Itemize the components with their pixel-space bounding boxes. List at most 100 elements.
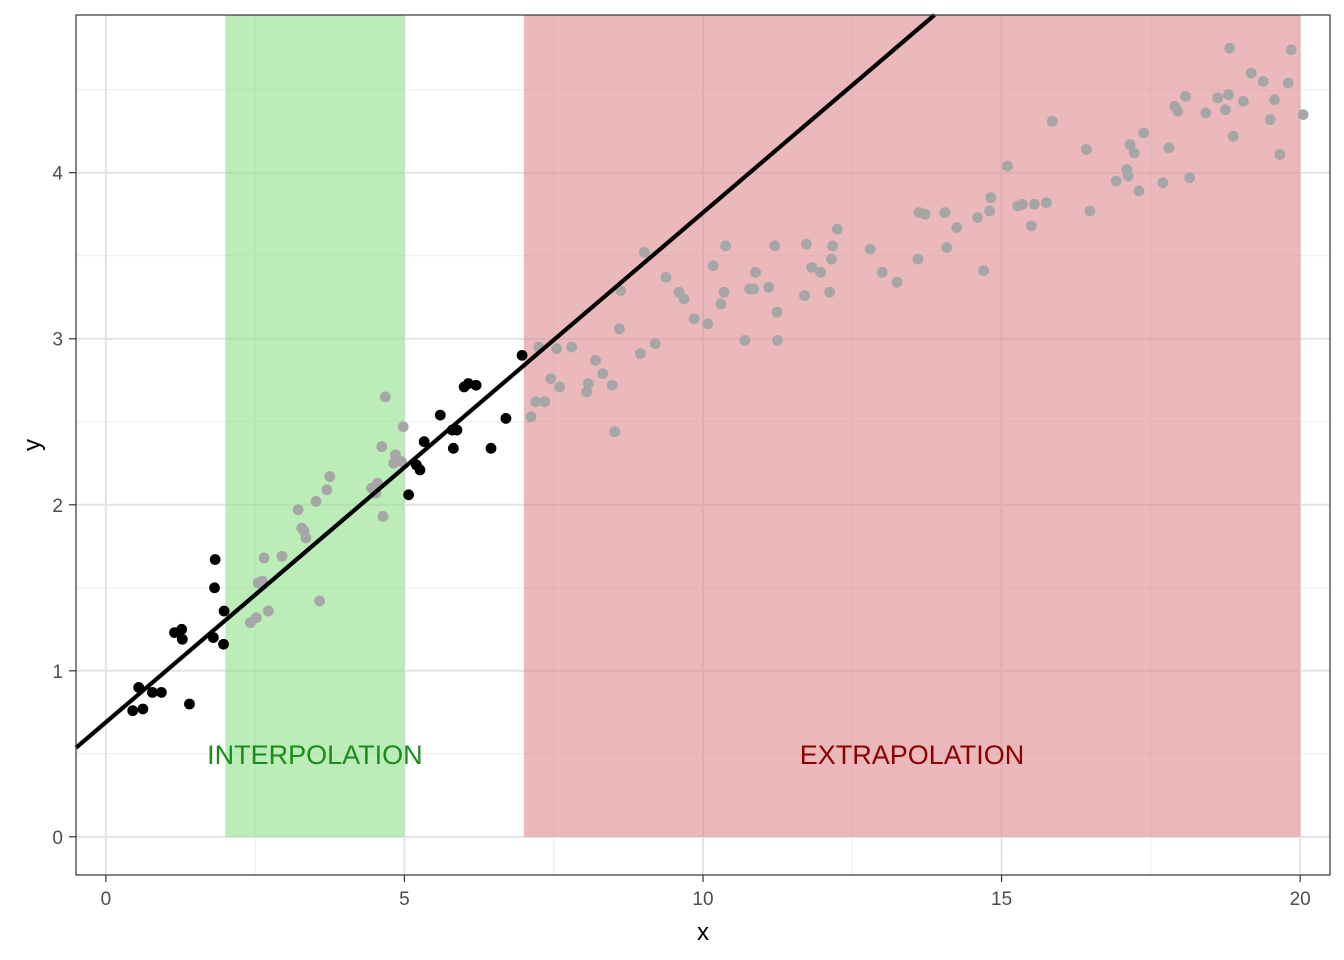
x-tick-label: 5 [399,889,410,910]
held-out-point [707,260,719,272]
training-point [176,623,188,635]
held-out-point [1040,197,1052,209]
y-tick-label: 1 [52,662,63,683]
training-point [147,686,158,698]
interpolation-label: INTERPOLATION [207,740,423,770]
held-out-point [660,271,672,283]
y-tick-label: 0 [52,828,63,849]
held-out-point [978,265,990,277]
held-out-point [1269,94,1280,106]
held-out-point [1172,105,1184,117]
data-points [127,42,1309,717]
held-out-point [1223,89,1234,101]
training-point [418,436,430,448]
training-point [470,379,482,391]
held-out-point [769,240,781,252]
held-out-point [314,595,326,607]
held-out-point [800,238,812,250]
x-tick-label: 0 [101,889,112,910]
held-out-point [876,266,888,278]
y-tick-label: 2 [52,496,63,517]
held-out-point [891,276,903,288]
training-point [127,705,139,717]
held-out-point [1122,170,1134,182]
training-point [209,582,220,594]
held-out-point [748,283,760,295]
regression-line [74,13,936,750]
held-out-point [951,222,963,233]
x-tick-label: 20 [1290,889,1311,910]
training-point [516,349,528,361]
held-out-point [321,484,333,496]
held-out-point [912,253,924,265]
held-out-point [1163,142,1175,154]
training-point [485,442,497,454]
held-out-point [1282,77,1294,89]
held-out-point [276,550,288,562]
held-out-point [609,426,621,438]
held-out-point [1285,44,1297,56]
held-out-point [1220,104,1231,116]
held-out-point [718,286,730,298]
held-out-point [972,212,984,223]
held-out-point [590,354,601,366]
held-out-point [1128,147,1140,159]
held-out-point [1138,127,1150,139]
held-out-point [1046,115,1058,127]
held-out-point [292,504,304,516]
held-out-point [688,313,700,325]
held-out-point [525,411,537,423]
held-out-point [1110,175,1122,187]
extrapolation-region [523,15,1301,837]
held-out-point [1029,198,1040,210]
held-out-point [324,471,336,482]
extrapolation-label: EXTRAPOLATION [800,740,1025,770]
held-out-point [639,247,650,258]
region-bands [225,15,1301,837]
held-out-point [1180,90,1191,102]
held-out-point [772,335,784,346]
held-out-point [824,286,835,298]
held-out-point [815,266,827,278]
held-out-point [1245,67,1257,79]
held-out-point [715,298,727,310]
held-out-point [984,205,996,217]
held-out-point [614,323,625,335]
held-out-point [1157,177,1169,189]
y-tick-label: 4 [52,164,63,185]
held-out-point [1080,144,1092,155]
held-out-point [581,386,592,398]
held-out-point [1264,114,1276,125]
training-point [155,686,167,698]
held-out-point [825,253,837,265]
held-out-point [1026,220,1037,232]
held-out-point [750,266,761,278]
held-out-point [1297,109,1309,121]
held-out-point [1017,198,1028,210]
axis-ticks: 0 5 10 15 20 0 1 2 3 4 [52,164,1310,910]
training-point [137,703,149,715]
interpolation-region [225,15,405,837]
training-point [209,554,221,565]
held-out-point [799,290,810,301]
held-out-point [376,441,388,453]
held-out-point [806,261,818,273]
training-point [447,442,459,454]
regression-line-group [74,13,936,750]
training-point [414,464,426,476]
held-out-point [939,207,951,218]
held-out-point [1124,139,1136,150]
held-out-point [1200,107,1212,119]
held-out-point [551,343,563,355]
held-out-point [1084,205,1096,217]
training-point [500,413,512,424]
held-out-point [864,243,876,255]
held-out-point [771,306,783,318]
training-point [218,605,230,617]
held-out-point [554,381,566,393]
held-out-point [250,612,262,624]
y-tick-label: 3 [52,330,63,351]
y-axis-title: y [19,439,46,451]
held-out-point [1133,185,1145,197]
training-point [403,489,415,501]
